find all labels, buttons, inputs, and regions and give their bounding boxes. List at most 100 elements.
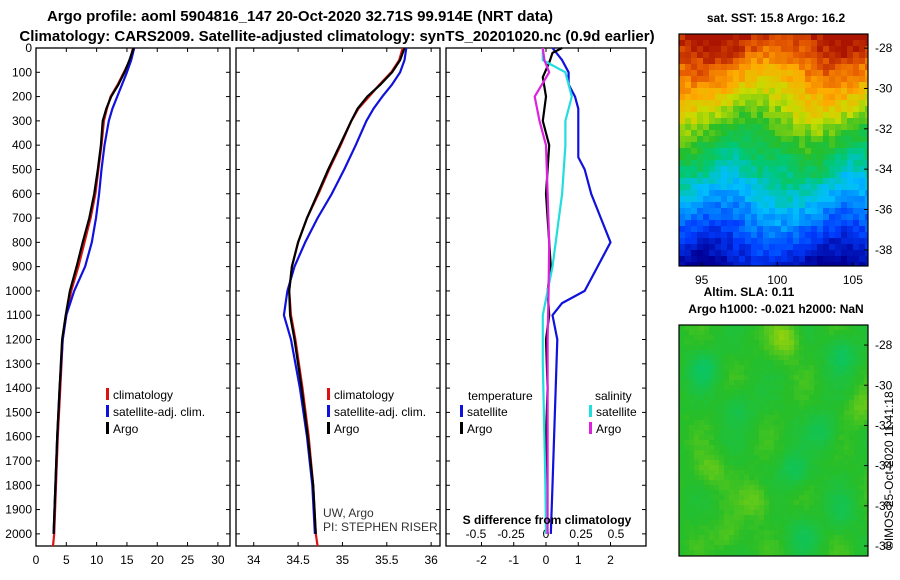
sla-cell [759,550,765,556]
sla-cell [679,550,685,556]
sla-cell [704,525,710,531]
sla-cell [769,510,775,516]
sst-cell [751,124,758,131]
sla-cell [794,460,800,466]
sla-cell [734,350,740,356]
sla-cell [729,465,735,471]
sla-cell [724,415,730,421]
sst-cell [775,64,782,71]
sla-cell [709,495,715,501]
sla-cell [774,350,780,356]
sla-cell [799,335,805,341]
sst-cell [841,232,848,239]
sla-cell [794,425,800,431]
sst-cell [721,256,728,263]
sst-cell [763,208,770,215]
sst-cell [715,160,722,167]
sst-cell [829,214,836,221]
sla-cell [849,435,855,441]
sla-cell [709,535,715,541]
sla-cell [849,470,855,476]
sla-cell [824,420,830,426]
sla-cell [844,500,850,506]
sla-cell [714,490,720,496]
sla-cell [769,385,775,391]
sst-cell [793,82,800,89]
sla-cell [824,390,830,396]
sst-cell [865,160,868,167]
sla-cell [714,470,720,476]
sst-cell [697,76,704,83]
sst-cell [763,178,770,185]
sst-cell [727,106,734,113]
sst-cell [733,40,740,47]
sla-cell [744,340,750,346]
sla-cell [844,485,850,491]
sst-cell [733,166,740,173]
sst-cell [769,82,776,89]
sla-cell [689,485,695,491]
sst-cell [805,184,812,191]
sst-cell [805,46,812,53]
sla-cell [809,510,815,516]
sst-cell [793,40,800,47]
sst-cell [703,88,710,95]
sla-cell [824,350,830,356]
sla-cell [689,530,695,536]
sla-cell [764,370,770,376]
sla-cell [734,485,740,491]
y-tick-label: 600 [12,187,32,201]
sst-cell [787,256,794,263]
difference-xlabel: S difference from climatology [463,513,632,527]
sst-cell [829,256,836,263]
sla-cell [799,465,805,471]
sst-cell [715,172,722,179]
sst-cell [829,208,836,215]
sla-cell [744,435,750,441]
sla-cell [694,400,700,406]
sla-cell [729,540,735,546]
sla-cell [839,520,845,526]
sla-cell [699,535,705,541]
sla-cell [794,500,800,506]
sst-cell [715,106,722,113]
sla-cell [854,335,860,341]
sla-cell [784,520,790,526]
sla-cell [849,410,855,416]
sla-cell [769,410,775,416]
sst-cell [703,256,710,263]
sla-cell [759,365,765,371]
sla-cell [804,440,810,446]
sla-cell [814,350,820,356]
sla-cell [724,365,730,371]
sla-cell [759,475,765,481]
sst-cell [745,130,752,137]
sst-cell [847,70,854,77]
sst-cell [799,124,806,131]
sla-cell [844,470,850,476]
sla-cell [699,550,705,556]
sla-cell [864,530,868,536]
sla-cell [719,415,725,421]
sla-cell [759,325,765,331]
sst-cell [745,250,752,257]
sst-cell [799,112,806,119]
sla-cell [714,445,720,451]
sst-cell [751,52,758,59]
sla-cell [859,460,865,466]
sla-cell [844,545,850,551]
sla-cell [679,445,685,451]
sla-cell [734,425,740,431]
sla-cell [739,435,745,441]
sla-cell [834,450,840,456]
sla-cell [719,505,725,511]
sla-cell [804,365,810,371]
sla-cell [819,520,825,526]
sla-cell [709,510,715,516]
sla-cell [724,420,730,426]
sst-cell [733,160,740,167]
sla-cell [719,335,725,341]
sst-cell [709,106,716,113]
sst-cell [763,148,770,155]
sst-cell [715,94,722,101]
